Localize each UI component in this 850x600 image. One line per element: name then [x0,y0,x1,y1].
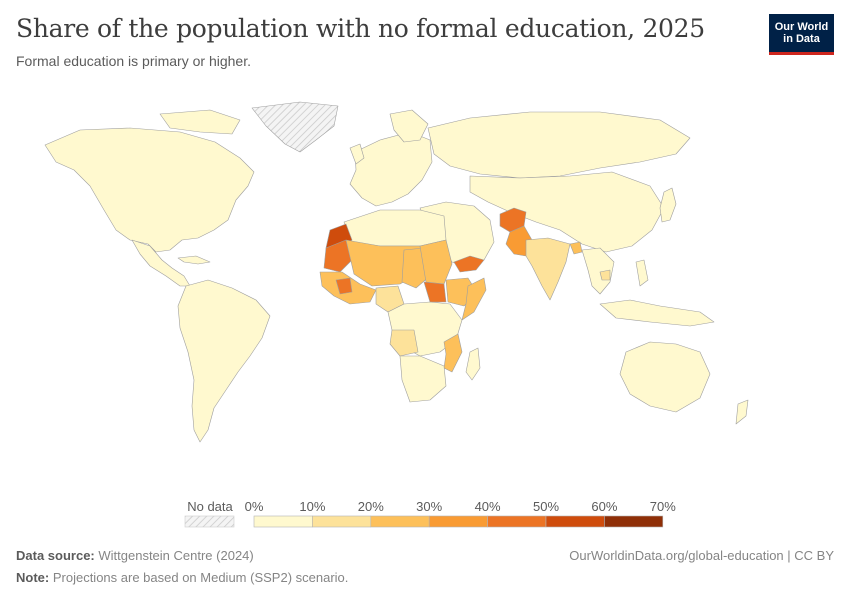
legend-no-data-swatch [184,515,235,528]
note-label: Note: [16,570,50,585]
legend-bin-4[interactable] [487,515,547,528]
legend-tick-label-7: 70% [650,499,676,514]
legend-tick-label-5: 50% [533,499,559,514]
region-madagascar[interactable] [465,347,481,381]
region-mozambique[interactable] [443,333,463,373]
region-caribbean[interactable] [177,255,211,265]
region-guinea[interactable] [335,277,353,295]
region-angola[interactable] [389,329,419,357]
legend-tick-label-4: 40% [475,499,501,514]
chart-note: Note: Projections are based on Medium (S… [16,570,348,585]
region-canada-islands[interactable] [159,109,241,135]
region-east-asia[interactable] [469,171,665,253]
region-australia[interactable] [619,341,711,413]
logo-line-2: in Data [783,33,820,45]
region-somalia[interactable] [461,277,487,321]
region-uk[interactable] [349,143,365,165]
region-russia[interactable] [427,111,691,179]
region-southern-africa[interactable] [399,355,447,403]
legend-tick-label-6: 60% [591,499,617,514]
region-japan[interactable] [659,187,677,223]
note-value: Projections are based on Medium (SSP2) s… [52,570,349,585]
legend-bin-2[interactable] [370,515,430,528]
data-source-label: Data source: [16,548,95,563]
legend-bin-5[interactable] [545,515,605,528]
region-south-america[interactable] [177,279,271,443]
logo-line-1: Our World [774,21,829,33]
world-map[interactable] [0,90,850,480]
color-legend: No data 0% 10% 20% 30% 40% 50% 60% 70% [184,499,676,528]
legend-bin-6[interactable] [604,515,664,528]
region-north-africa[interactable] [343,209,447,247]
region-bangladesh[interactable] [569,241,583,255]
region-yemen[interactable] [453,255,485,273]
legend-tick-label-0: 0% [245,499,264,514]
source-url-license[interactable]: OurWorldinData.org/global-education | CC… [569,548,834,563]
legend-bin-1[interactable] [312,515,372,528]
chart-title: Share of the population with no formal e… [16,14,705,43]
legend-tick-label-1: 10% [299,499,325,514]
region-greenland[interactable] [251,101,339,153]
region-north-america[interactable] [44,127,255,253]
legend-tick-label-2: 20% [358,499,384,514]
region-indonesia[interactable] [599,299,715,327]
legend-bin-3[interactable] [428,515,488,528]
region-south-sudan[interactable] [423,281,447,303]
region-europe[interactable] [349,131,433,207]
region-philippines[interactable] [635,259,649,287]
legend-bin-0[interactable] [253,515,313,528]
region-sudan[interactable] [419,239,453,285]
region-cambodia[interactable] [599,269,611,281]
region-india[interactable] [525,237,571,301]
region-new-zealand[interactable] [735,399,749,425]
region-scandinavia[interactable] [389,109,429,143]
region-mauritania[interactable] [323,239,355,273]
data-source-value[interactable]: Wittgenstein Centre (2024) [98,548,254,563]
owid-logo[interactable]: Our World in Data [769,14,834,55]
chart-subtitle: Formal education is primary or higher. [16,53,251,69]
legend-no-data-label: No data [187,499,233,514]
legend-tick-label-3: 30% [416,499,442,514]
region-southeast-asia[interactable] [581,247,615,295]
data-source: Data source: Wittgenstein Centre (2024) [16,548,254,563]
